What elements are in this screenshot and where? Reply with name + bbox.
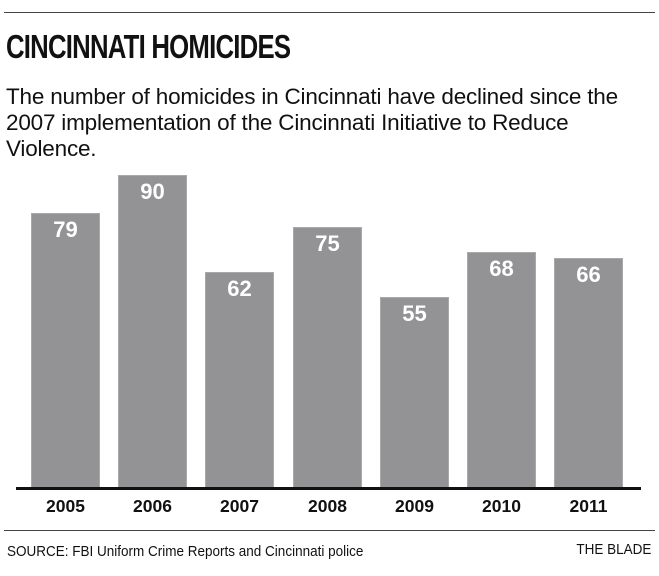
bar-value-label: 66 <box>576 262 601 287</box>
x-tick-label: 2006 <box>133 496 172 516</box>
x-tick-label: 2005 <box>46 496 85 516</box>
bar-value-label: 55 <box>402 301 427 326</box>
bottom-rule <box>4 530 655 531</box>
source-note: SOURCE: FBI Uniform Crime Reports and Ci… <box>7 543 364 560</box>
bar-value-label: 90 <box>140 179 165 204</box>
chart-subtitle: The number of homicides in Cincinnati ha… <box>6 84 618 161</box>
x-tick-label: 2008 <box>308 496 347 516</box>
top-rule <box>4 12 655 13</box>
bar-value-label: 79 <box>53 217 78 242</box>
bar-2009 <box>380 297 449 488</box>
bar-value-label: 68 <box>489 256 514 281</box>
chart-title: CINCINNATI HOMICIDES <box>6 28 291 65</box>
x-tick-label: 2010 <box>482 496 521 516</box>
bar-2008 <box>293 227 362 488</box>
publisher-credit: THE BLADE <box>575 541 651 558</box>
bar-value-label: 62 <box>227 276 252 301</box>
x-axis-baseline <box>16 487 641 490</box>
bar-2010 <box>467 252 536 488</box>
bar-2007 <box>205 272 274 488</box>
x-tick-label: 2007 <box>220 496 259 516</box>
x-tick-label: 2009 <box>395 496 434 516</box>
bar-2005 <box>31 213 100 488</box>
bar-2006 <box>118 175 187 488</box>
bar-value-label: 75 <box>315 231 340 256</box>
bar-2011 <box>554 258 623 488</box>
x-tick-label: 2011 <box>569 496 608 516</box>
